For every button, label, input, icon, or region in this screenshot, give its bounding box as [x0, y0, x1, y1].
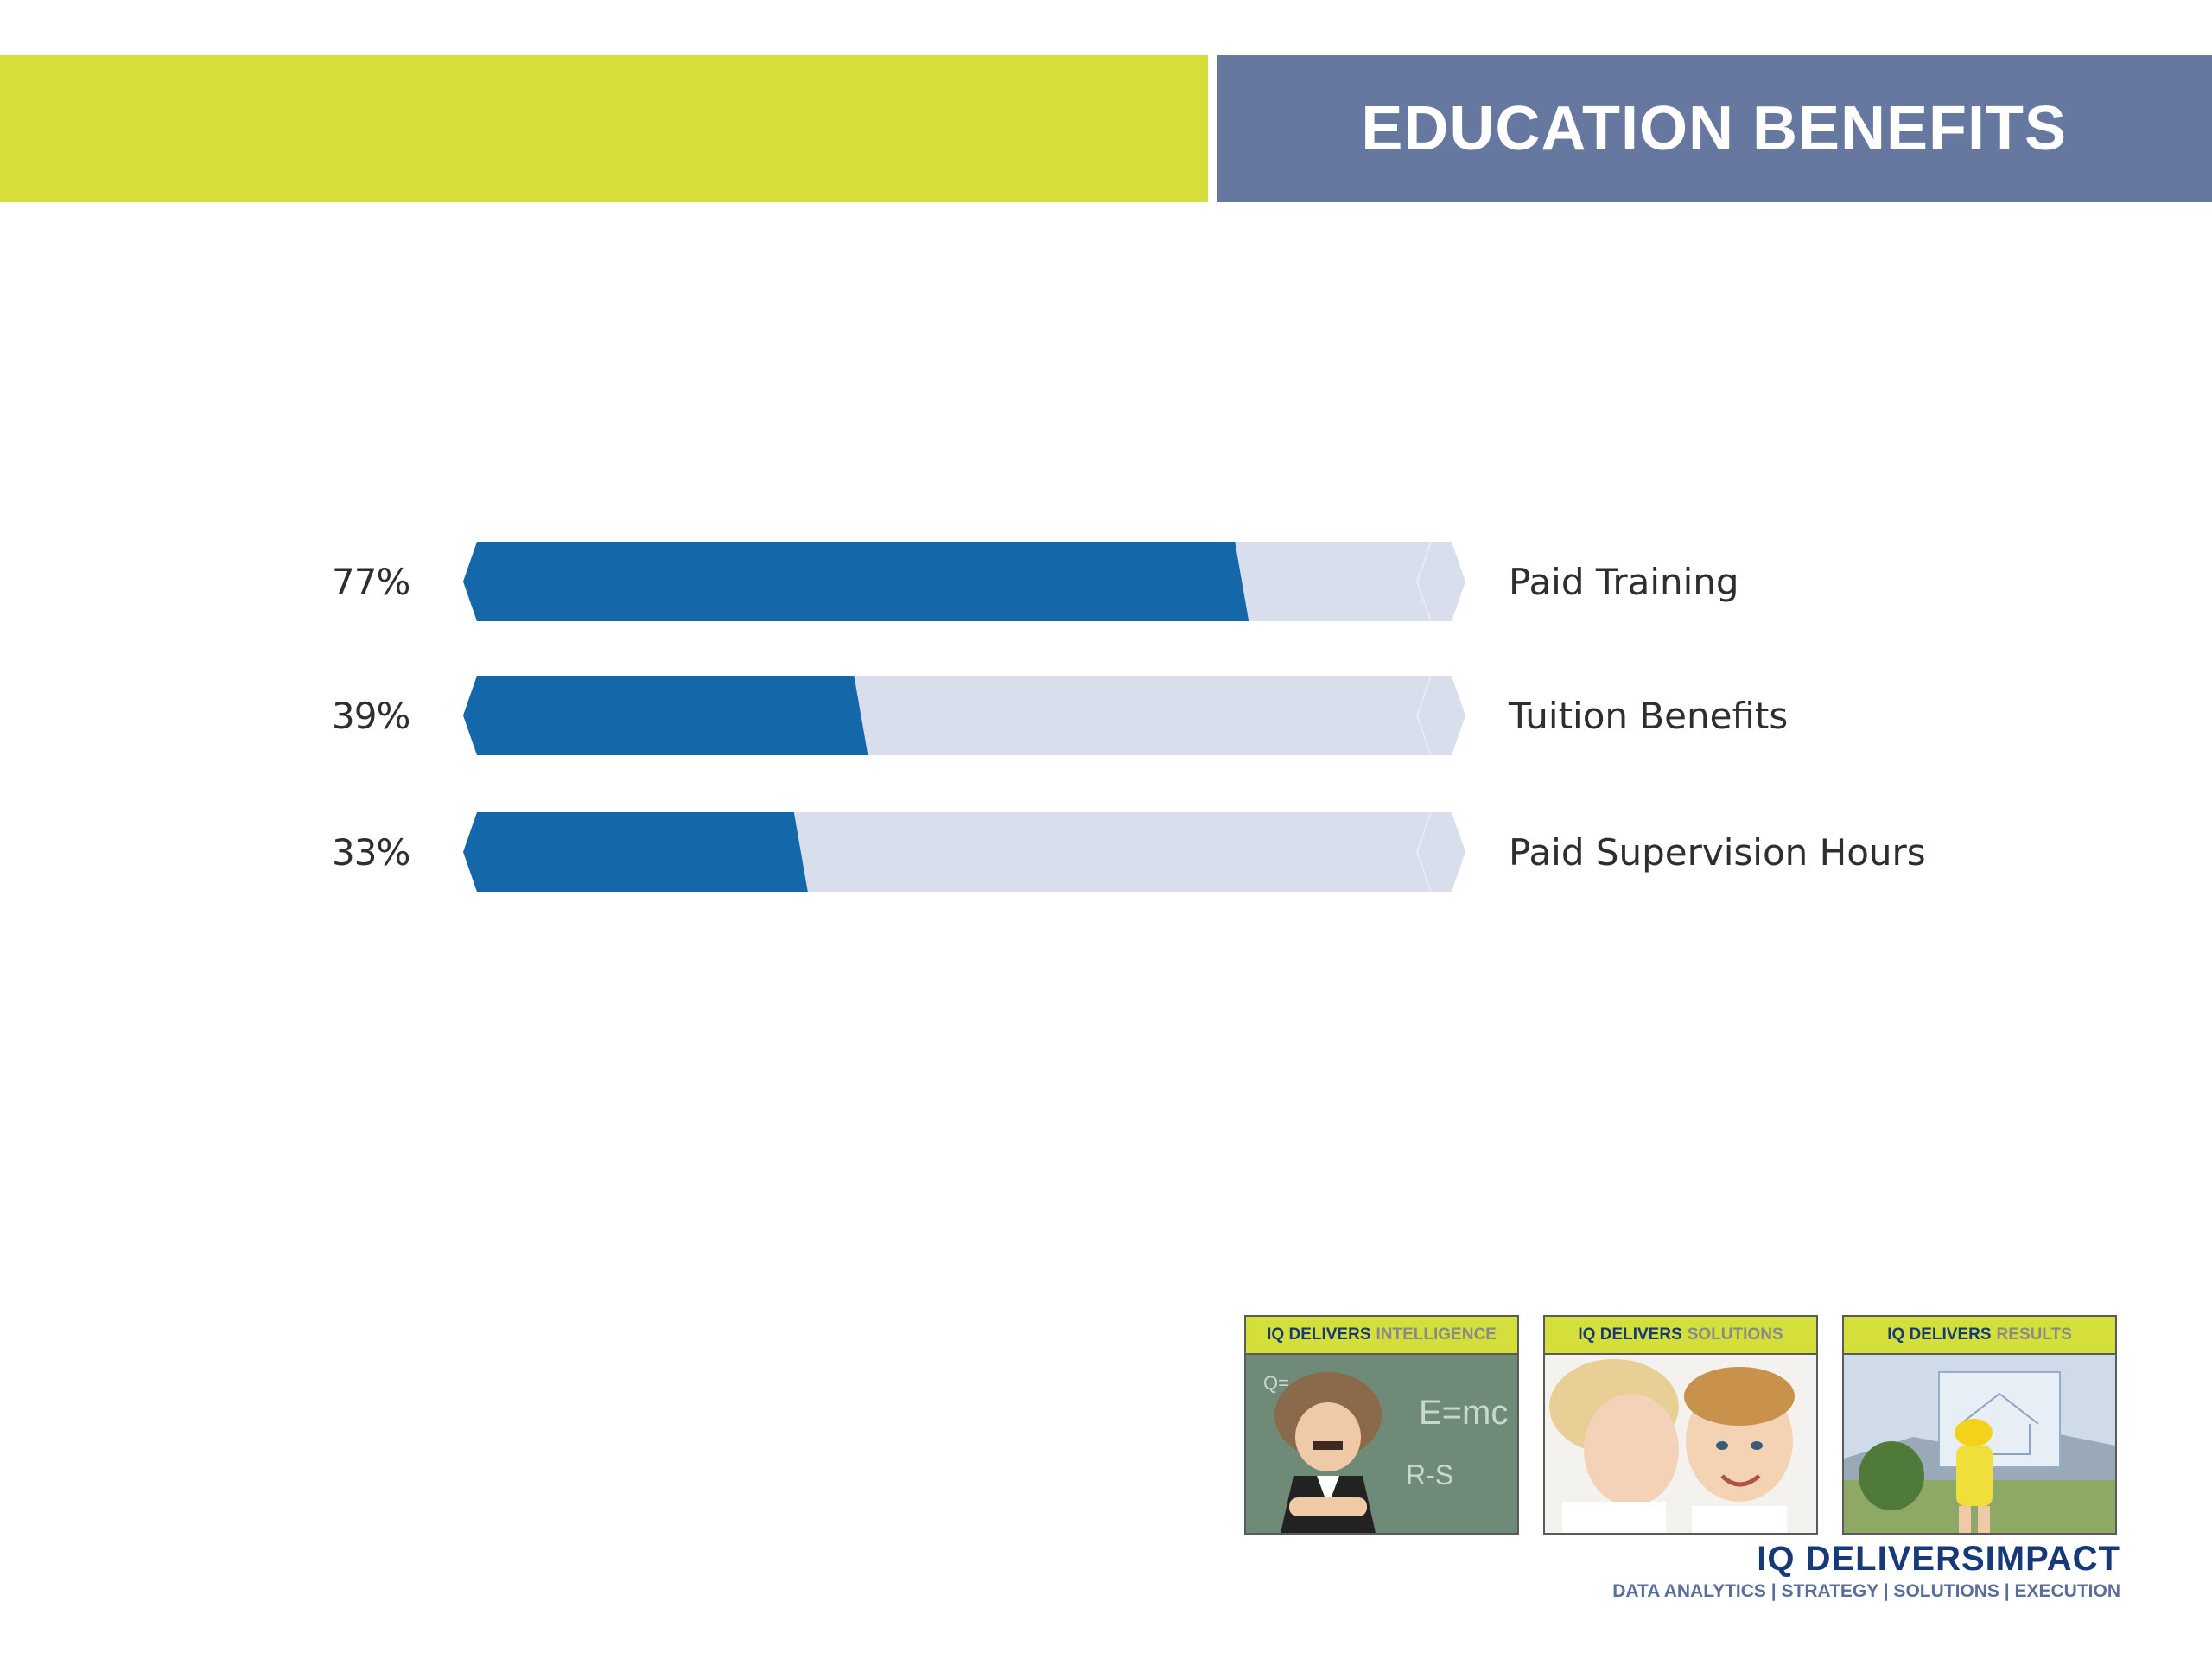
- tile-prefix: IQ DELIVERS: [1887, 1325, 1992, 1344]
- promo-tile-results: IQ DELIVERS RESULTS: [1842, 1315, 2117, 1535]
- promo-tile-solutions: IQ DELIVERS SOLUTIONS: [1543, 1315, 1818, 1535]
- page-title: EDUCATION BENEFITS: [1361, 94, 2067, 163]
- bar-track-chevron: [1415, 541, 1432, 622]
- tile-suffix: RESULTS: [1996, 1325, 2072, 1344]
- bar-value-paid-training: [463, 542, 1249, 621]
- bar-track-chevron: [1415, 811, 1432, 893]
- bar-value-label: 39%: [332, 694, 410, 737]
- tile-prefix: IQ DELIVERS: [1267, 1325, 1371, 1344]
- header-title-bar: EDUCATION BENEFITS: [1217, 55, 2212, 202]
- tile-prefix: IQ DELIVERS: [1578, 1325, 1682, 1344]
- bar-category-label: Paid Training: [1509, 560, 1739, 603]
- tile-header: IQ DELIVERS RESULTS: [1844, 1317, 2115, 1355]
- child-hardhat-photo: [1844, 1355, 2115, 1533]
- bar-track-chevron: [1415, 675, 1432, 756]
- footer-brand: IQ DELIVERSIMPACT: [1757, 1540, 2120, 1579]
- brand-tagline: DATA ANALYTICS | STRATEGY | SOLUTIONS | …: [1612, 1581, 2120, 1601]
- promo-tile-intelligence: IQ DELIVERS INTELLIGENCE E=mc R-S Q=: [1244, 1315, 1519, 1535]
- bar-category-label: Tuition Benefits: [1509, 694, 1789, 737]
- bar-value-label: 77%: [332, 560, 410, 603]
- bar-category-label: Paid Supervision Hours: [1509, 830, 1926, 874]
- header-accent-bar: [0, 55, 1208, 202]
- tile-suffix: INTELLIGENCE: [1376, 1325, 1497, 1344]
- tile-header: IQ DELIVERS SOLUTIONS: [1545, 1317, 1816, 1355]
- bar-value-label: 33%: [332, 830, 410, 874]
- children-whispering-photo: [1545, 1355, 1816, 1533]
- child-scientist-photo: E=mc R-S Q=: [1246, 1355, 1517, 1533]
- bar-value-paid-supervision-hours: [463, 812, 808, 892]
- svg-text:R-S: R-S: [1406, 1459, 1453, 1491]
- bar-value-tuition-benefits: [463, 676, 868, 755]
- brand-prefix: IQ DELIVERS: [1757, 1540, 1986, 1578]
- svg-text:E=mc: E=mc: [1419, 1394, 1508, 1432]
- tile-suffix: SOLUTIONS: [1687, 1325, 1783, 1344]
- tile-header: IQ DELIVERS INTELLIGENCE: [1246, 1317, 1517, 1355]
- brand-accent: IMPACT: [1985, 1540, 2120, 1578]
